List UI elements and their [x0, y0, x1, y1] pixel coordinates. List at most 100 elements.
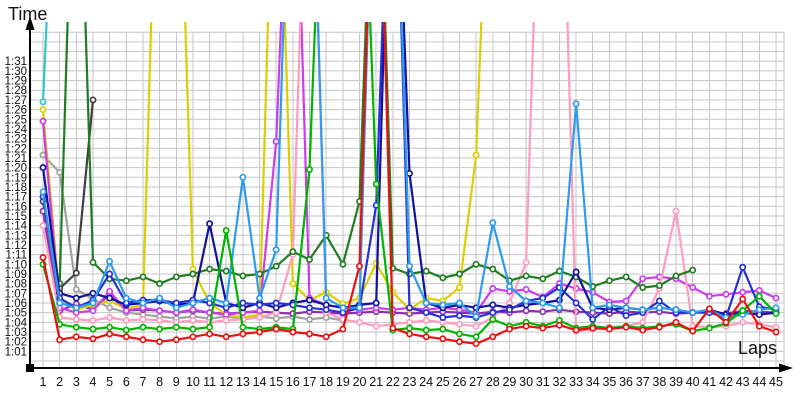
marker-forest-green: [605, 277, 613, 285]
x-tick-label: 21: [369, 375, 383, 389]
y-tick-label: 1:10: [5, 259, 27, 271]
y-tick-label: 1:13: [5, 230, 27, 242]
marker-red: [705, 305, 713, 313]
y-tick-label: 1:24: [5, 124, 28, 136]
y-tick-label: 1:04: [5, 317, 28, 329]
x-tick-label: 5: [106, 375, 113, 389]
marker-forest-green: [622, 273, 630, 281]
marker-dodger-blue: [622, 304, 630, 312]
marker-pink: [39, 222, 47, 230]
marker-red: [272, 325, 280, 333]
marker-blue: [572, 299, 580, 307]
marker-red: [56, 336, 64, 344]
marker-forest-green: [655, 282, 663, 290]
y-tick-label: 1:08: [5, 279, 27, 291]
marker-forest-green: [189, 270, 197, 278]
marker-red: [406, 330, 413, 338]
marker-red: [322, 333, 330, 341]
marker-forest-green: [222, 267, 230, 275]
marker-blue: [406, 304, 413, 312]
marker-navy: [106, 294, 114, 302]
marker-red: [72, 333, 80, 341]
x-tick-label: 15: [269, 375, 283, 389]
x-tick-label: 11: [203, 375, 216, 389]
marker-dodger-blue: [489, 219, 497, 227]
y-tick-label: 1:02: [5, 337, 27, 349]
line-cyan: [41, 22, 48, 102]
marker-dodger-blue: [172, 304, 180, 312]
marker-red: [572, 326, 580, 334]
y-tick-label: 1:23: [5, 134, 27, 146]
y-tick-label: 1:03: [5, 327, 27, 339]
y-tick-label: 1:09: [5, 269, 27, 281]
marker-magenta: [222, 311, 230, 319]
y-axis-title: Time: [8, 4, 48, 24]
y-tick-label: 1:31: [5, 56, 27, 68]
y-tick-label: 1:21: [5, 153, 27, 165]
marker-green: [755, 292, 763, 300]
marker-blue: [272, 299, 280, 307]
marker-red: [522, 322, 530, 330]
marker-red: [739, 295, 747, 303]
marker-dodger-blue: [439, 301, 447, 309]
marker-yellow: [289, 280, 297, 288]
marker-dodger-blue: [506, 283, 513, 290]
marker-green: [172, 323, 180, 331]
marker-red: [239, 330, 247, 338]
marker-dodger-blue: [555, 304, 563, 312]
x-tick-label: 25: [436, 375, 450, 389]
marker-red: [389, 324, 397, 332]
marker-forest-green: [689, 266, 697, 274]
marker-dodger-blue: [422, 299, 430, 307]
marker-blue: [256, 301, 264, 309]
marker-pink: [89, 316, 97, 324]
marker-forest-green: [472, 260, 480, 268]
marker-dodger-blue: [72, 304, 80, 312]
marker-magenta: [489, 285, 497, 292]
marker-dodger-blue: [89, 299, 97, 307]
marker-red: [722, 318, 730, 326]
marker-gray: [106, 304, 114, 312]
axes: [29, 26, 786, 369]
marker-magenta: [89, 307, 97, 315]
x-tick-label: 30: [519, 375, 533, 389]
x-tick-label: 32: [552, 375, 566, 389]
marker-red: [689, 327, 697, 335]
marker-pink: [106, 314, 114, 321]
y-tick-label: 1:06: [5, 298, 27, 310]
marker-yellow: [456, 284, 463, 291]
marker-blue: [589, 315, 597, 323]
marker-red: [339, 325, 347, 333]
marker-dodger-blue: [589, 304, 597, 312]
marker-blue: [506, 306, 513, 314]
marker-red: [622, 323, 630, 331]
marker-yellow: [39, 106, 47, 114]
marker-dodger-blue: [156, 294, 164, 302]
x-tick-label: 12: [219, 375, 233, 389]
marker-green: [372, 180, 380, 188]
marker-blue: [456, 312, 463, 320]
marker-red: [122, 333, 130, 341]
x-tick-label: 1: [40, 375, 47, 389]
marker-green: [89, 325, 97, 333]
marker-red: [39, 254, 47, 261]
marker-magenta: [122, 307, 130, 315]
marker-green: [239, 323, 247, 331]
marker-dodger-blue: [605, 301, 613, 309]
marker-black: [89, 96, 97, 104]
marker-green: [306, 166, 313, 173]
marker-pink: [222, 316, 230, 324]
marker-dodger-blue: [539, 299, 547, 307]
marker-red: [506, 325, 513, 333]
marker-pink: [739, 318, 747, 326]
marker-dodger-blue: [472, 313, 480, 320]
marker-pink: [156, 316, 164, 324]
marker-green: [139, 323, 147, 331]
marker-magenta: [639, 275, 647, 283]
y-tick-label: 1:17: [5, 192, 27, 204]
marker-red: [89, 335, 97, 343]
marker-dodger-blue: [755, 306, 763, 314]
y-tick-label: 1:14: [5, 221, 28, 233]
marker-pink: [356, 318, 363, 326]
